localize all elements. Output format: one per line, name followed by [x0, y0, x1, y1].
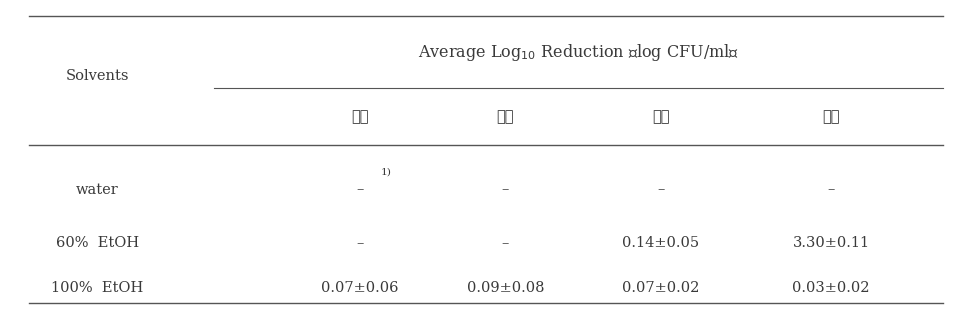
- Text: 0.09±0.08: 0.09±0.08: [467, 281, 544, 295]
- Text: 0.07±0.02: 0.07±0.02: [622, 281, 700, 295]
- Text: –: –: [657, 183, 665, 197]
- Text: 100%  EtOH: 100% EtOH: [52, 281, 143, 295]
- Text: –: –: [356, 236, 364, 250]
- Text: water: water: [76, 183, 119, 197]
- Text: 60%  EtOH: 60% EtOH: [55, 236, 139, 250]
- Text: 0.03±0.02: 0.03±0.02: [792, 281, 870, 295]
- Text: –: –: [827, 183, 835, 197]
- Text: Average Log$_{10}$ Reduction （log CFU/ml）: Average Log$_{10}$ Reduction （log CFU/ml…: [418, 42, 739, 63]
- Text: –: –: [502, 183, 509, 197]
- Text: –: –: [356, 183, 364, 197]
- Text: –: –: [502, 236, 509, 250]
- Text: 녹차: 녹차: [652, 109, 670, 125]
- Text: 1): 1): [381, 168, 392, 177]
- Text: 오이: 오이: [497, 109, 514, 125]
- Text: 0.14±0.05: 0.14±0.05: [622, 236, 700, 250]
- Text: 사과: 사과: [351, 109, 368, 125]
- Text: 0.07±0.06: 0.07±0.06: [321, 281, 399, 295]
- Text: 3.30±0.11: 3.30±0.11: [792, 236, 870, 250]
- Text: Solvents: Solvents: [65, 69, 129, 83]
- Text: 감초: 감초: [822, 109, 840, 125]
